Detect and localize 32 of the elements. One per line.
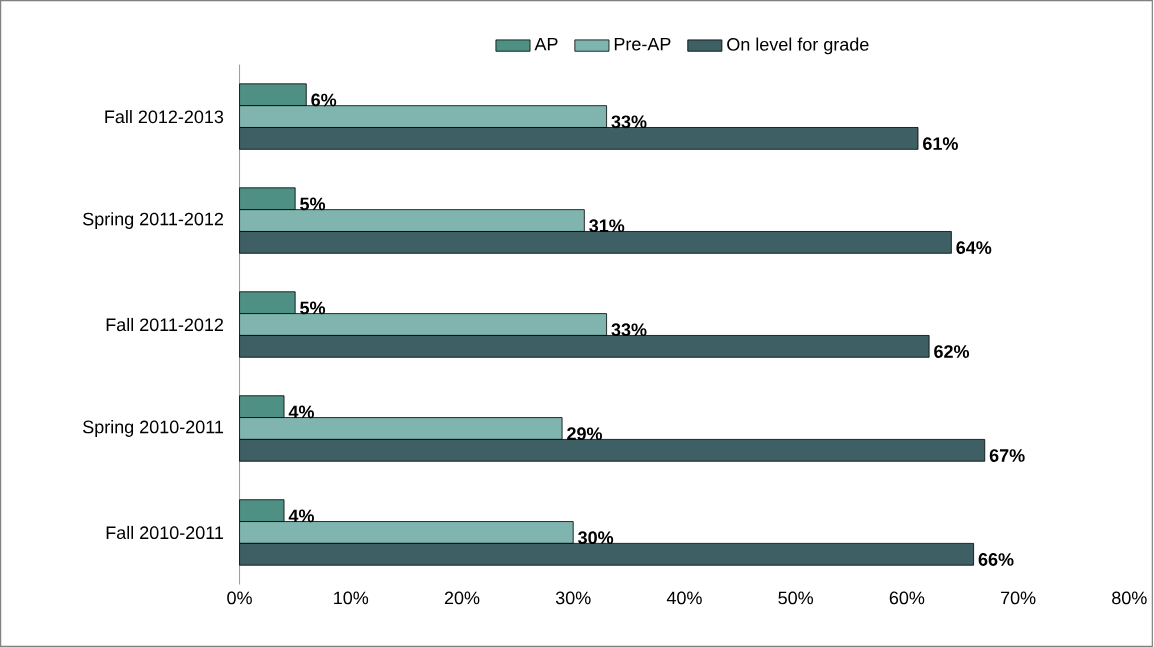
- y-tick-label: Spring 2011-2012: [83, 212, 224, 229]
- legend-label: Pre-AP: [614, 37, 671, 51]
- data-label: 4%: [288, 509, 314, 523]
- y-tick-label: Fall 2011-2012: [106, 317, 224, 332]
- x-tick-label: 30%: [555, 591, 591, 605]
- data-label: 62%: [934, 345, 970, 358]
- legend-label: On level for grade: [727, 37, 869, 55]
- data-label: 31%: [589, 219, 625, 233]
- x-tick-label: 10%: [334, 591, 369, 605]
- x-tick-label: 20%: [444, 591, 480, 605]
- data-label: 5%: [300, 301, 326, 315]
- data-label: 61%: [923, 137, 958, 150]
- data-label: 6%: [311, 93, 337, 107]
- y-tick-label: Fall 2012-2013: [105, 109, 224, 124]
- x-tick-label: 0%: [227, 591, 252, 605]
- data-label: 30%: [578, 531, 614, 545]
- data-label: 66%: [978, 553, 1014, 566]
- data-label: 5%: [300, 197, 326, 211]
- legend-label: AP: [534, 37, 558, 51]
- x-tick-label: 40%: [666, 591, 702, 605]
- data-label: 64%: [956, 241, 992, 254]
- y-tick-label: Fall 2010-2011: [106, 525, 224, 540]
- x-tick-label: 80%: [1112, 591, 1147, 605]
- x-tick-label: 50%: [778, 591, 814, 605]
- data-label: 67%: [989, 449, 1025, 462]
- data-label: 29%: [567, 427, 603, 441]
- y-tick-label: Spring 2010-2011: [83, 420, 224, 437]
- x-tick-label: 60%: [889, 591, 925, 605]
- data-label: 33%: [611, 323, 647, 337]
- x-tick-label: 70%: [1001, 591, 1036, 605]
- data-label: 4%: [288, 405, 314, 419]
- data-label: 33%: [611, 115, 647, 129]
